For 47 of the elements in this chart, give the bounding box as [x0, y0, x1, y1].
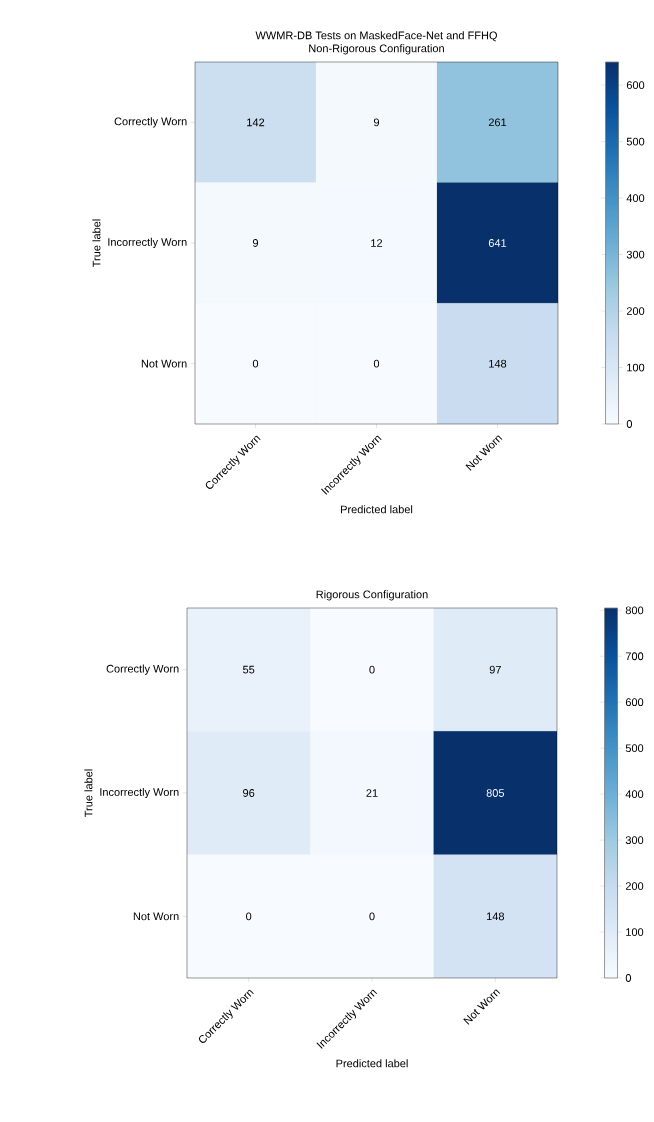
data-label: 0 — [373, 359, 380, 368]
x-axis-title: Predicted label — [336, 1059, 408, 1068]
data-label: 641 — [488, 239, 507, 247]
data-label: 0 — [246, 912, 252, 921]
data-label: 9 — [252, 239, 259, 247]
data-label: 21 — [366, 789, 378, 797]
x-axis-title: Predicted label — [341, 505, 413, 514]
color-bar-label: 0 — [625, 974, 632, 982]
color-bar-label: 100 — [627, 363, 645, 372]
color-bar-label: 200 — [626, 307, 645, 315]
chart-subtitle: Non-Rigorous Configuration — [309, 44, 444, 55]
data-label: 805 — [486, 789, 505, 797]
y-tick-label: Not Worn — [141, 359, 187, 368]
data-label: 148 — [489, 359, 507, 368]
color-bar-label: 500 — [626, 137, 645, 146]
y-tick-label: Correctly Worn — [106, 664, 179, 675]
data-label: 0 — [369, 665, 375, 674]
y-tick-label: Incorrectly Worn — [108, 237, 187, 249]
y-axis-title: True label — [84, 769, 93, 817]
y-axis-title: True label — [92, 219, 101, 267]
color-bar-label: 300 — [625, 836, 644, 844]
data-label: 97 — [489, 665, 501, 674]
color-bar-label: 0 — [626, 420, 633, 428]
chart-title: Rigorous Configuration — [316, 590, 428, 601]
color-bar-label: 500 — [625, 744, 644, 753]
data-label: 96 — [243, 789, 255, 797]
data-label: 148 — [486, 912, 505, 921]
color-bar-label: 700 — [625, 652, 644, 661]
color-bar-label: 300 — [626, 250, 645, 259]
y-tick-label: Not Worn — [133, 912, 179, 921]
chart-title: WWMR-DB Tests on MaskedFace-Net and FFHQ — [255, 31, 497, 42]
data-label: 12 — [371, 239, 383, 247]
color-bar-label: 600 — [626, 81, 645, 90]
color-bar-label: 100 — [626, 928, 644, 936]
y-tick-label: Correctly Worn — [114, 117, 187, 128]
data-label: 0 — [369, 912, 375, 921]
data-label: 261 — [488, 118, 507, 127]
color-bar-label: 800 — [625, 606, 644, 615]
data-label: 9 — [373, 118, 380, 127]
y-tick-label: Incorrectly Worn — [100, 787, 179, 799]
color-bar-label: 600 — [625, 698, 644, 707]
color-bar-label: 400 — [625, 790, 644, 799]
color-bar-label: 400 — [626, 194, 645, 202]
data-label: 55 — [242, 665, 255, 674]
data-label: 142 — [247, 118, 265, 127]
color-bar-label: 200 — [625, 882, 644, 890]
data-label: 0 — [252, 359, 259, 368]
